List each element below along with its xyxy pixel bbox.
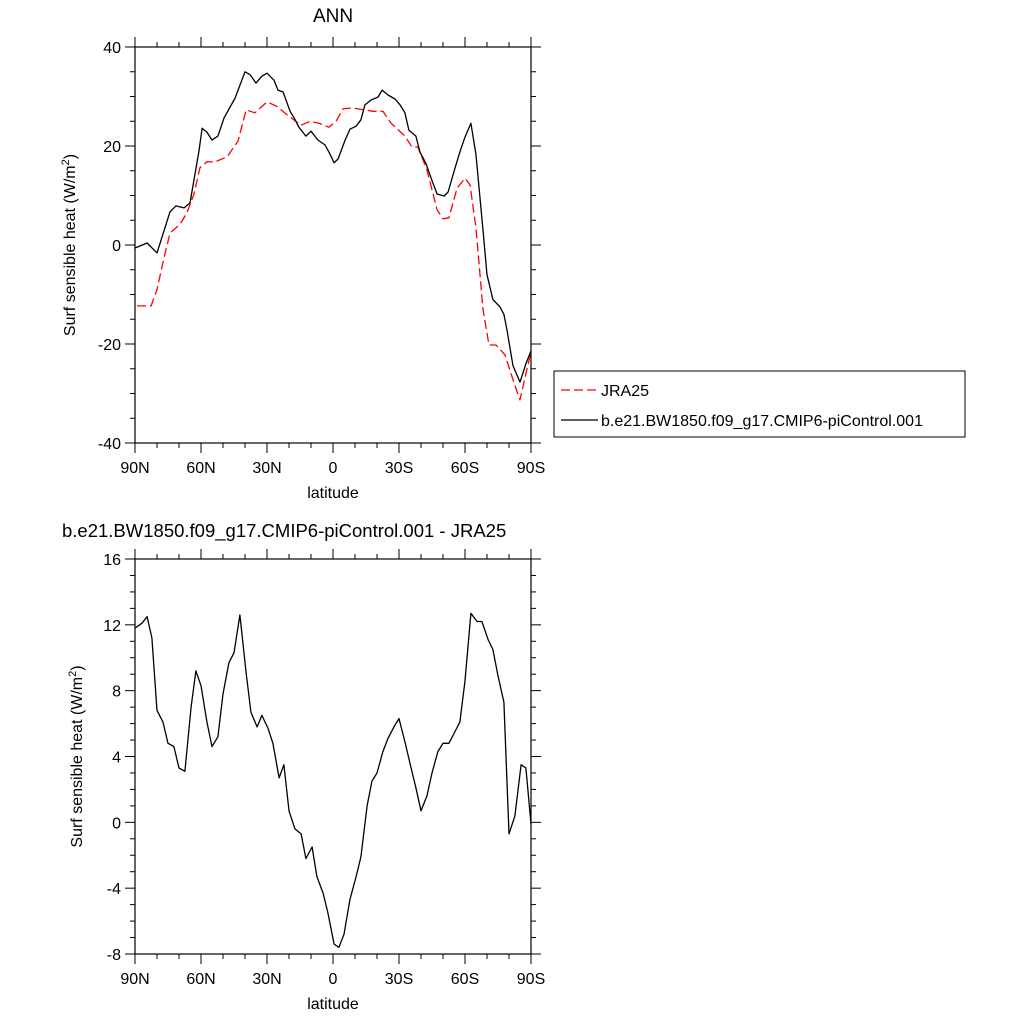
y-tick-label: -40 xyxy=(98,436,121,453)
series-line-jra25 xyxy=(137,101,532,401)
x-tick-label: 90N xyxy=(120,971,149,988)
legend-box xyxy=(553,370,966,438)
y-tick-label: 12 xyxy=(103,618,121,635)
plot-frame xyxy=(134,558,532,955)
x-tick-label: 90S xyxy=(517,460,545,477)
y-tick-label: -4 xyxy=(107,881,121,898)
x-tick-label: 90N xyxy=(120,460,149,477)
y-axis-label: Surf sensible heat (W/m2) xyxy=(60,154,79,336)
y-tick-label: -20 xyxy=(98,337,121,354)
legend-label: b.e21.BW1850.f09_g17.CMIP6-piControl.001 xyxy=(601,413,923,430)
y-tick-label: 16 xyxy=(103,552,121,569)
chart-title: ANN xyxy=(313,6,353,27)
x-tick-label: 30N xyxy=(252,460,281,477)
y-tick-label: 0 xyxy=(112,238,121,255)
y-tick-label: 4 xyxy=(112,750,121,767)
y-tick-label: -8 xyxy=(107,947,121,964)
plot-frame xyxy=(134,46,532,444)
x-axis-label: latitude xyxy=(307,485,359,502)
x-tick-label: 30N xyxy=(252,971,281,988)
x-tick-label: 0 xyxy=(329,460,338,477)
x-tick-label: 30S xyxy=(385,460,413,477)
y-tick-label: 8 xyxy=(112,684,121,701)
y-tick-label: 0 xyxy=(112,815,121,832)
y-axis-label: Surf sensible heat (W/m2) xyxy=(67,665,86,847)
y-tick-label: 40 xyxy=(103,40,121,57)
x-tick-label: 30S xyxy=(385,971,413,988)
x-tick-label: 60N xyxy=(186,971,215,988)
legend-label: JRA25 xyxy=(601,383,649,400)
x-tick-label: 60S xyxy=(451,460,479,477)
x-tick-label: 60S xyxy=(451,971,479,988)
series-line-difference xyxy=(134,612,532,949)
x-tick-label: 0 xyxy=(329,971,338,988)
y-tick-label: 20 xyxy=(103,139,121,156)
x-axis-label: latitude xyxy=(307,996,359,1013)
chart-title: b.e21.BW1850.f09_g17.CMIP6-piControl.001… xyxy=(62,520,506,542)
x-tick-label: 60N xyxy=(186,460,215,477)
series-line-model xyxy=(134,71,532,383)
x-tick-label: 90S xyxy=(517,971,545,988)
